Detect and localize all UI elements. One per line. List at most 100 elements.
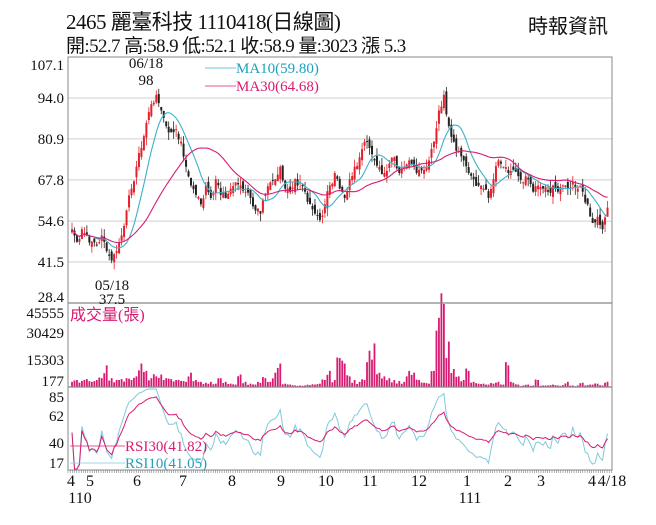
volume-bar (314, 384, 316, 387)
volume-bar (557, 385, 559, 387)
candle-body (259, 211, 262, 214)
candle-body (428, 160, 431, 170)
volume-bar (299, 385, 301, 387)
price-tick: 28.4 (38, 290, 65, 306)
volume-bar (229, 383, 232, 387)
volume-bar (180, 380, 182, 387)
candle-body (413, 159, 416, 167)
volume-bar (81, 380, 83, 387)
volume-bar (133, 377, 135, 387)
candle-body (284, 180, 287, 189)
volume-bar (130, 380, 133, 387)
volume-bar (455, 376, 458, 387)
volume-bar (604, 382, 606, 387)
volume-bar (170, 379, 173, 387)
candle-body (291, 187, 294, 189)
candle-body (194, 185, 197, 195)
high-date-label: 06/18 (129, 56, 163, 72)
volume-bar (257, 381, 259, 387)
volume-bar (244, 381, 247, 387)
volume-bar (584, 385, 587, 387)
candle-body (494, 166, 497, 182)
candle-body (318, 212, 321, 220)
volume-bar (274, 372, 277, 387)
volume-bar (328, 370, 331, 387)
candle-body (180, 141, 183, 144)
candle-body (346, 191, 349, 200)
volume-bar (319, 383, 321, 387)
volume-bar (140, 363, 143, 387)
volume-bar (395, 383, 398, 387)
volume-bar (264, 378, 267, 387)
candle-body (497, 160, 500, 166)
candle-body (227, 193, 230, 199)
volume-bar (249, 383, 252, 387)
volume-bar (323, 380, 326, 387)
candle-body (338, 178, 341, 189)
candle-body (323, 204, 326, 214)
chart-title: 2465 麗臺科技 1110418(日線圖) (66, 10, 341, 34)
volume-bar (321, 379, 324, 387)
candle-body (393, 157, 396, 161)
volume-bar (571, 385, 574, 387)
volume-bar (579, 383, 582, 387)
candle-body (341, 186, 344, 192)
candle-body (564, 185, 567, 187)
candle-body (586, 198, 589, 205)
month-label: 3 (537, 473, 545, 490)
volume-bar (125, 378, 128, 387)
candle-body (480, 185, 483, 189)
volume-bar (361, 379, 363, 387)
ma10-legend: MA10(59.80) (236, 61, 319, 77)
candle-body (524, 176, 527, 185)
candle-body (281, 165, 284, 181)
rsi-lines (71, 388, 609, 470)
candle-body (316, 215, 319, 217)
volume-bar (440, 293, 443, 387)
volume-bar (103, 373, 106, 387)
volume-bar (423, 382, 425, 387)
candle-body (450, 124, 453, 137)
candle-body (88, 236, 91, 243)
month-label: 8 (228, 473, 236, 490)
candle-body (274, 179, 277, 185)
candle-body (251, 197, 254, 207)
volume-bar (100, 378, 103, 387)
candle-body (415, 165, 418, 173)
candle-body (185, 160, 188, 167)
candle-body (455, 138, 458, 151)
volume-bar (460, 381, 463, 387)
candle-body (204, 185, 207, 196)
candle-body (249, 189, 252, 198)
volume-bar (177, 379, 180, 387)
volume-bar (564, 383, 567, 387)
candle-body (264, 194, 267, 197)
candle-body (442, 94, 445, 109)
volume-bar (128, 378, 130, 387)
volume-bar (192, 381, 195, 387)
candle-body (125, 210, 128, 226)
candle-body (475, 177, 478, 186)
volume-bar (435, 330, 438, 387)
month-label: 10 (318, 473, 334, 490)
candle-body (279, 166, 282, 180)
candle-body (390, 157, 393, 162)
candle-body (165, 121, 168, 127)
volume-bar (442, 304, 445, 387)
volume-bar (490, 383, 492, 387)
volume-bar (284, 383, 287, 387)
volume-bar (242, 383, 244, 387)
candle-body (447, 117, 450, 127)
candle-body (187, 171, 190, 177)
candle-body (551, 185, 554, 197)
candle-body (321, 215, 324, 217)
candle-body (423, 169, 426, 174)
volume-bar (333, 380, 336, 387)
volume-bar (405, 376, 408, 387)
volume-bar (286, 384, 289, 387)
volume-bar (95, 380, 98, 387)
data-source: 時報資訊 (528, 16, 608, 38)
candle-body (232, 186, 235, 194)
candle-body (584, 194, 587, 203)
candle-body (145, 122, 148, 138)
